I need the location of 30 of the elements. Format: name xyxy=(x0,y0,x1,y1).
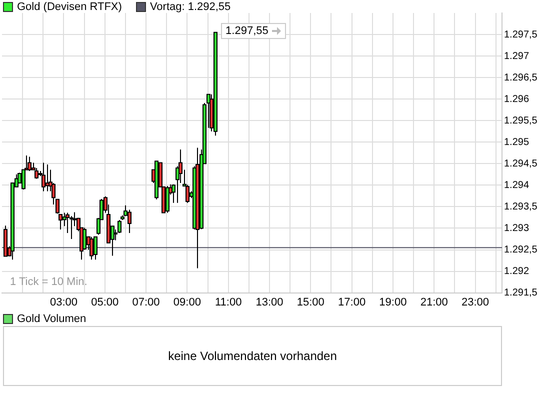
x-tick-label: 21:00 xyxy=(420,296,448,308)
x-tick-label: 19:00 xyxy=(379,296,407,308)
x-tick-label: 13:00 xyxy=(256,296,284,308)
y-tick-label: 1.292 xyxy=(504,266,530,278)
text: keine Volumendaten vorhanden xyxy=(3,326,502,386)
y-tick-label: 1.295,5 xyxy=(504,115,538,126)
text: Gold Volumen xyxy=(17,313,86,325)
y-tick-label: 1.297 xyxy=(504,50,530,62)
x-tick-label: 15:00 xyxy=(296,296,324,308)
annotation: 1.297,55 xyxy=(226,25,268,38)
y-tick-label: 1.294,5 xyxy=(504,158,538,170)
x-tick-label: 23:00 xyxy=(461,296,490,308)
y-tick-label: 1.297,5 xyxy=(504,29,538,40)
y-tick-label: 1.291,5 xyxy=(504,288,538,299)
x-tick-label: 09:00 xyxy=(173,296,201,308)
x-tick-label: 07:00 xyxy=(132,296,160,308)
x-tick-label: 05:00 xyxy=(91,296,119,308)
x-tick-label: 11:00 xyxy=(214,296,242,308)
legend-label: Vortag: 1.292,55 xyxy=(150,1,231,13)
legend-label: Gold (Devisen RTFX) xyxy=(17,1,122,13)
y-tick-label: 1.296,5 xyxy=(504,72,538,84)
y-tick-label: 1.293 xyxy=(504,222,530,234)
y-tick-label: 1.294 xyxy=(504,180,530,191)
x-tick-label: 03:00 xyxy=(50,296,78,308)
x-tick-label: 17:00 xyxy=(338,296,366,308)
y-tick-label: 1.292,5 xyxy=(504,244,538,256)
y-tick-label: 1.295 xyxy=(504,136,530,148)
annotation: 1 Tick = 10 Min. xyxy=(10,276,88,288)
y-tick-label: 1.293,5 xyxy=(504,201,538,212)
y-tick-label: 1.296 xyxy=(504,94,530,105)
